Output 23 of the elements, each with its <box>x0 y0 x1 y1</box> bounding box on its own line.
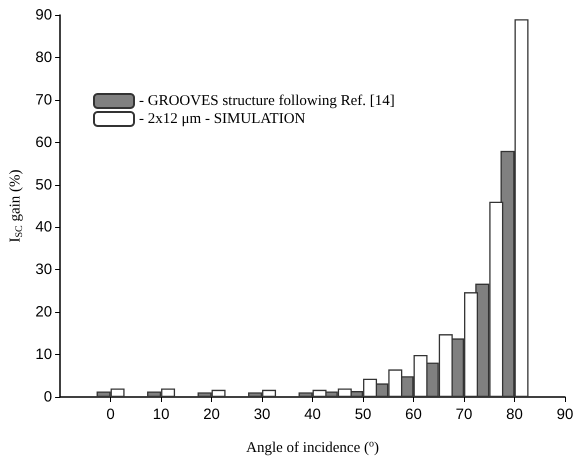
x-tick-label: 10 <box>152 406 170 423</box>
y-axis-title: ISC gain (%) <box>8 169 25 243</box>
y-tick-label: 70 <box>35 91 52 108</box>
x-tick-label: 20 <box>203 406 220 423</box>
y-tick-label: 0 <box>44 388 52 406</box>
y-tick-label: 40 <box>35 218 52 236</box>
y-tick-label: 20 <box>35 304 52 321</box>
x-tick-label: 50 <box>354 406 372 423</box>
y-tick-label: 60 <box>35 134 52 151</box>
y-tick-label: 10 <box>35 346 52 364</box>
x-tick-label: 80 <box>506 406 523 423</box>
y-tick-label: 30 <box>35 261 52 278</box>
x-tick-label: 90 <box>556 406 574 423</box>
x-tick-label: 0 <box>106 406 115 423</box>
y-tick-label: 90 <box>35 6 52 24</box>
y-tick-label: 50 <box>35 176 52 194</box>
x-tick-label: 30 <box>254 406 270 423</box>
legend-label: - 2x12 μm - SIMULATION <box>139 111 306 127</box>
x-tick-label: 60 <box>405 406 422 423</box>
y-tick-label: 80 <box>35 48 52 66</box>
legend-label: - GROOVES structure following Ref. [14] <box>139 93 395 109</box>
x-tick-label: 70 <box>456 406 472 423</box>
x-tick-label: 40 <box>304 406 321 423</box>
